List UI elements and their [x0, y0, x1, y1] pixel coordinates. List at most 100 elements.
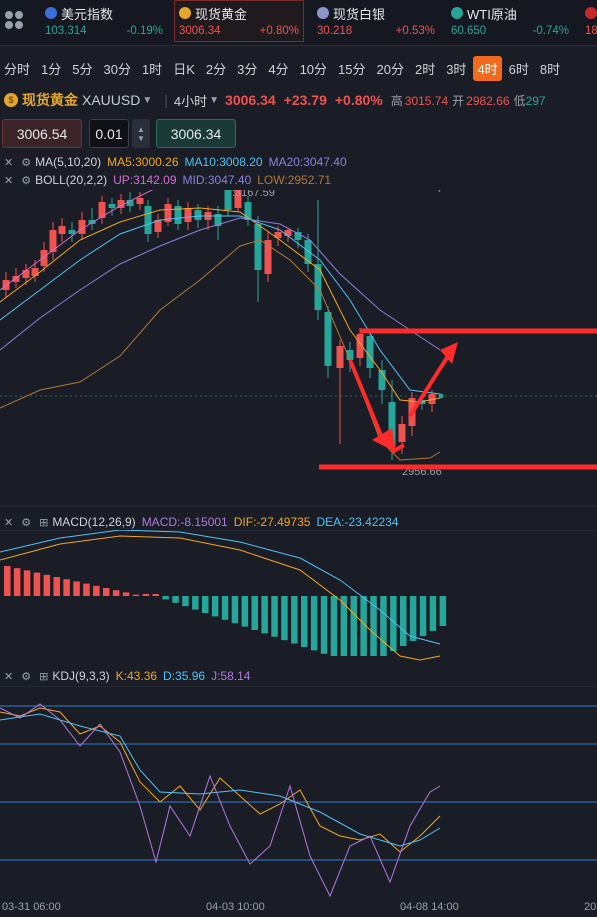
macd-bar	[142, 594, 150, 596]
tab-period[interactable]: 日K	[173, 61, 195, 77]
candle-body	[274, 232, 282, 238]
macd-bar	[241, 596, 249, 627]
ticker-change: +0.53%	[395, 25, 435, 37]
ticker-card[interactable]: WTI原油 60.650 -0.74%	[446, 0, 574, 42]
ma20-line	[0, 217, 441, 351]
candle-body	[294, 232, 302, 240]
macd-bar	[122, 592, 130, 596]
tab-period[interactable]: 10分	[299, 61, 328, 77]
interval-selector[interactable]: 4小时	[173, 93, 208, 109]
macd-bar	[429, 596, 437, 631]
sell-price-button[interactable]: 3006.54	[2, 119, 82, 148]
expand-icon[interactable]: ⊞	[39, 670, 49, 683]
tab-period[interactable]: 3时	[446, 61, 467, 77]
close-icon[interactable]: ✕	[4, 156, 14, 169]
expand-icon[interactable]: ⊞	[39, 516, 49, 529]
candle-body	[126, 200, 134, 206]
tab-period[interactable]: 4分	[268, 61, 289, 77]
settings-icon[interactable]: ⚙	[21, 156, 32, 169]
ticker-name: 美元指数	[61, 6, 114, 22]
macd-bar	[340, 596, 348, 656]
close-icon[interactable]: ✕	[4, 174, 14, 187]
tab-period[interactable]: 8时	[539, 61, 561, 77]
tab-period[interactable]: 3分	[237, 61, 258, 77]
macd-bar	[281, 596, 288, 641]
candle-body	[214, 214, 222, 226]
down-arrow-shaft	[348, 359, 387, 446]
candle-body	[398, 424, 406, 442]
tab-period[interactable]: 4时	[473, 55, 502, 81]
ticker-card[interactable]: 现货黄金 3006.34 +0.80%	[174, 0, 304, 42]
candle-body	[184, 208, 192, 222]
ticker-price: 103.314	[45, 25, 87, 37]
ticker-price: 30.218	[317, 25, 353, 37]
macd-bar	[211, 596, 219, 617]
interval-chevron-icon[interactable]: ▼	[209, 94, 220, 106]
candle-body	[164, 204, 172, 222]
quantity-input[interactable]: 0.01	[89, 119, 129, 148]
tab-period[interactable]: 1分	[41, 61, 62, 77]
ticker-change: +0.80%	[259, 25, 299, 37]
market-flag-icon	[585, 7, 597, 19]
tab-period[interactable]: 2时	[414, 61, 436, 77]
ticker-change: -0.74%	[532, 25, 569, 37]
last-price-dot	[438, 393, 444, 399]
ticker-price: 60.650	[451, 25, 487, 37]
k-line	[0, 707, 441, 853]
macd-bar	[33, 572, 41, 596]
candle-body	[366, 336, 374, 368]
grid-menu-icon[interactable]	[0, 0, 34, 46]
close-icon[interactable]: ✕	[4, 670, 14, 683]
candle-body	[88, 220, 96, 224]
order-row: 3006.54 0.01 ▲ ▼ 3006.34	[0, 118, 597, 150]
ma5-line	[0, 207, 441, 403]
tab-period[interactable]: 6时	[508, 61, 529, 77]
high-stat: 高 3015.74	[390, 93, 449, 108]
instrument-code[interactable]: XAUUSD	[82, 92, 141, 108]
macd-bar	[380, 596, 387, 656]
boll-upper-line	[0, 190, 441, 291]
candle-body	[31, 268, 39, 276]
macd-chart[interactable]	[0, 530, 597, 662]
macd-bar	[182, 596, 189, 607]
kdj-chart[interactable]	[0, 686, 597, 898]
market-flag-icon	[317, 7, 329, 19]
ticker-strip: 美元指数 103.314 -0.19% 现货黄金 3006.34 +0.80% 现货白银 30…	[0, 0, 597, 46]
tab-period[interactable]: 分时	[4, 61, 31, 77]
candle-body	[284, 230, 292, 236]
instrument-name[interactable]: 现货黄金	[22, 92, 78, 108]
macd-bar	[192, 596, 199, 610]
candle-body	[98, 202, 106, 218]
ma10-line	[0, 215, 441, 395]
divider: |	[164, 92, 168, 108]
close-icon[interactable]: ✕	[4, 516, 14, 529]
settings-icon[interactable]: ⚙	[21, 670, 32, 683]
boll-legend: ✕ ⚙ BOLL(20,2,2) UP:3142.09 MID:3047.40 …	[4, 173, 332, 187]
ma-legend: ✕ ⚙ MA(5,10,20) MA5:3000.26 MA10:3008.20…	[4, 155, 347, 169]
macd-bar	[103, 588, 110, 596]
candle-body	[336, 346, 344, 368]
settings-icon[interactable]: ⚙	[21, 174, 32, 187]
settings-icon[interactable]: ⚙	[21, 516, 32, 529]
tab-period[interactable]: 20分	[376, 61, 404, 77]
candle-body	[12, 276, 20, 282]
boll-lower-line	[0, 239, 441, 461]
tab-period[interactable]: 15分	[338, 61, 366, 77]
macd-bar	[390, 596, 397, 651]
macd-bar	[310, 596, 318, 651]
tab-period[interactable]: 30分	[103, 61, 131, 77]
quantity-stepper[interactable]: ▲ ▼	[132, 119, 150, 148]
buy-price-button[interactable]: 3006.34	[156, 119, 236, 148]
ticker-card[interactable]: 18	[580, 0, 597, 42]
candle-body	[174, 206, 182, 224]
tab-period[interactable]: 2分	[205, 61, 227, 77]
ticker-card[interactable]: 美元指数 103.314 -0.19%	[40, 0, 168, 42]
up-arrow-head	[440, 342, 458, 364]
ticker-name: WTI原油	[467, 6, 517, 22]
ticker-card[interactable]: 现货白银 30.218 +0.53%	[312, 0, 440, 42]
macd-bar	[271, 596, 278, 637]
chevron-down-icon[interactable]: ▼	[142, 94, 153, 106]
tab-period[interactable]: 5分	[72, 61, 93, 77]
tab-period[interactable]: 1时	[141, 61, 163, 77]
